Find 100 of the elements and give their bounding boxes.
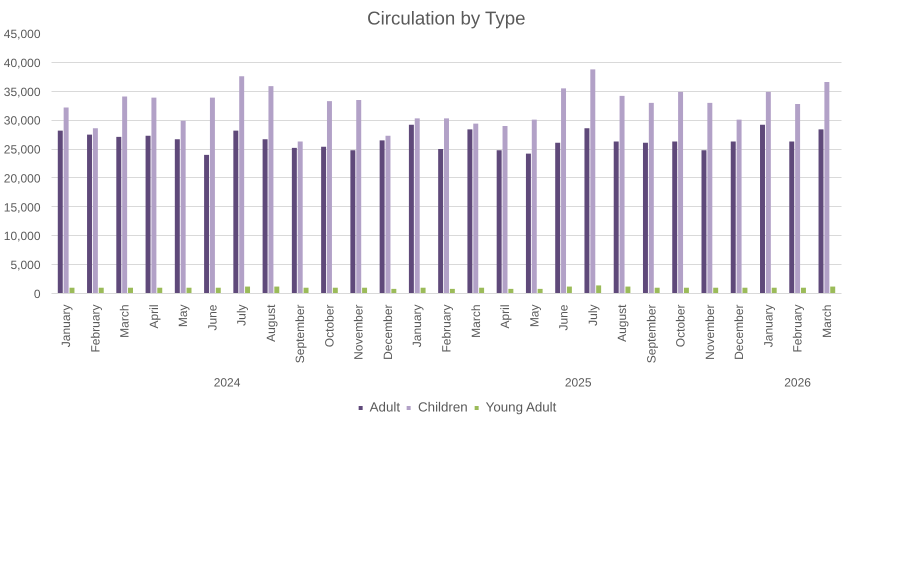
bar — [672, 142, 678, 294]
x-tick-label: April — [498, 304, 512, 329]
bar — [467, 129, 472, 294]
bar — [590, 69, 596, 294]
bar — [532, 120, 537, 294]
bar — [151, 98, 156, 294]
bar — [380, 140, 385, 294]
bar — [555, 142, 560, 294]
x-tick-label: March — [820, 304, 834, 338]
bar — [496, 150, 502, 294]
bar — [830, 286, 836, 294]
x-tick-label: October — [674, 304, 688, 348]
x-tick-label: March — [118, 304, 132, 338]
chart-title: Circulation by Type — [367, 8, 526, 28]
bar — [292, 148, 297, 294]
bar — [262, 139, 268, 294]
bar — [736, 120, 742, 294]
bar — [760, 124, 765, 294]
x-tick-label: November — [352, 304, 366, 360]
bar — [566, 286, 572, 294]
bar — [122, 96, 128, 294]
bar — [730, 142, 736, 294]
bar — [350, 150, 356, 294]
text: 2026 — [784, 376, 812, 390]
bar — [92, 128, 98, 294]
bar — [233, 130, 238, 294]
bar — [642, 142, 648, 294]
bar — [648, 102, 654, 294]
bar — [713, 288, 718, 294]
bar — [795, 104, 800, 294]
legend-label: Young Adult — [486, 400, 556, 414]
bar — [707, 102, 712, 294]
bar — [526, 154, 531, 294]
y-tick-label: 40,000 — [4, 56, 41, 70]
bar — [385, 136, 390, 294]
bar — [620, 96, 625, 294]
bar — [58, 130, 63, 294]
bar — [701, 150, 706, 294]
x-tick-label: May — [527, 304, 542, 328]
bar — [69, 288, 74, 294]
bar — [210, 98, 215, 294]
x-tick-label: December — [732, 304, 746, 360]
bar — [800, 288, 806, 294]
x-tick-label: February — [440, 304, 454, 353]
x-tick-label: August — [615, 304, 630, 342]
bar — [146, 136, 151, 294]
bar — [742, 288, 748, 294]
bar — [128, 288, 133, 294]
bar — [321, 146, 326, 294]
bar — [614, 142, 619, 294]
bar — [116, 136, 122, 294]
bar — [180, 120, 186, 294]
bar — [362, 288, 368, 294]
bar — [326, 101, 332, 294]
bar — [824, 82, 830, 294]
x-tick-label: February — [88, 304, 102, 353]
x-tick-label: April — [146, 304, 161, 329]
bar — [584, 128, 590, 294]
bar — [479, 288, 484, 294]
bar — [356, 100, 362, 294]
bar — [766, 92, 771, 294]
bar — [408, 124, 414, 294]
x-tick-label: June — [556, 304, 571, 331]
bar — [186, 288, 192, 294]
bar — [473, 124, 478, 294]
bar — [332, 288, 338, 294]
y-tick-label: 30,000 — [4, 114, 41, 128]
x-tick-label: August — [264, 304, 278, 342]
bar — [420, 288, 426, 294]
x-tick-label: February — [790, 304, 805, 353]
y-tick-label: 5,000 — [10, 258, 41, 272]
legend-label: Adult — [370, 400, 400, 414]
bar — [818, 129, 824, 294]
y-tick-label: 25,000 — [4, 142, 41, 157]
bar — [625, 286, 630, 294]
x-tick-label: March — [468, 304, 483, 338]
bar — [678, 92, 684, 294]
bar — [87, 134, 92, 294]
legend-label: Children — [418, 400, 468, 414]
x-tick-label: January — [59, 304, 74, 348]
bar — [596, 285, 602, 294]
bar — [438, 149, 444, 294]
y-tick-label: 0 — [34, 287, 41, 301]
x-tick-label: January — [410, 304, 424, 348]
x-tick-label: November — [702, 304, 717, 360]
bar — [772, 288, 777, 294]
bar — [239, 76, 244, 294]
bar — [64, 107, 69, 294]
bar — [444, 118, 449, 294]
y-tick-label: 45,000 — [4, 27, 41, 41]
bar — [216, 288, 221, 294]
bar — [298, 142, 303, 294]
x-tick-label: October — [322, 304, 336, 348]
bar — [789, 142, 794, 294]
text: 2024 — [214, 376, 241, 390]
bar — [268, 86, 274, 294]
y-tick-label: 20,000 — [4, 171, 41, 186]
bar — [654, 288, 660, 294]
x-tick-label: September — [293, 304, 308, 364]
bar — [274, 286, 280, 294]
